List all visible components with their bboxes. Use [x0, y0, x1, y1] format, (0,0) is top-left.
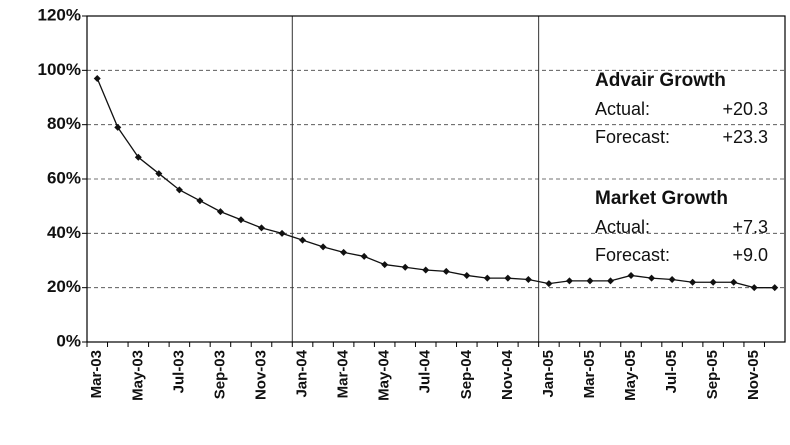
- y-tick-label: 80%: [47, 114, 81, 133]
- marker: [216, 208, 224, 216]
- marker: [483, 274, 491, 282]
- y-tick-label: 20%: [47, 277, 81, 296]
- x-tick-label: Jan-04: [294, 349, 311, 397]
- marker: [319, 243, 327, 251]
- y-tick-label: 120%: [38, 5, 81, 24]
- marker: [730, 278, 738, 286]
- x-tick-label: Nov-04: [499, 349, 516, 400]
- annotation-label: Forecast:: [595, 127, 670, 147]
- y-tick-label: 0%: [56, 331, 81, 350]
- x-tick-label: Sep-03: [211, 350, 228, 399]
- annotation-title: Advair Growth: [595, 70, 726, 91]
- marker: [360, 252, 368, 260]
- marker: [175, 186, 183, 194]
- marker: [627, 271, 635, 279]
- annotation-title: Market Growth: [595, 188, 728, 209]
- y-tick-label: 40%: [47, 223, 81, 242]
- annotation-value: +7.3: [732, 217, 768, 237]
- x-tick-label: Nov-05: [745, 350, 762, 400]
- marker: [750, 284, 758, 292]
- marker: [771, 284, 779, 292]
- marker: [565, 277, 573, 285]
- x-tick-label: Jul-03: [170, 350, 187, 393]
- x-tick-label: Mar-05: [581, 350, 598, 398]
- x-tick-label: Jul-04: [417, 349, 434, 393]
- marker: [299, 236, 307, 244]
- marker: [114, 123, 122, 131]
- marker: [155, 170, 163, 178]
- marker: [401, 263, 409, 271]
- annotation-label: Actual:: [595, 99, 650, 119]
- x-tick-label: May-04: [376, 349, 393, 401]
- marker: [237, 216, 245, 224]
- data-line: [96, 78, 775, 289]
- marker: [648, 274, 656, 282]
- annotation-value: +9.0: [732, 245, 768, 265]
- x-tick-label: May-05: [622, 350, 639, 401]
- x-tick-label: Sep-05: [704, 350, 721, 399]
- plot-frame: [86, 15, 786, 343]
- annotation-label: Actual:: [595, 217, 650, 237]
- marker: [340, 248, 348, 256]
- marker: [545, 280, 553, 288]
- marker: [258, 224, 265, 232]
- marker: [668, 276, 676, 284]
- annotation-label: Forecast:: [595, 245, 670, 265]
- marker: [93, 74, 101, 82]
- marker: [196, 197, 204, 205]
- y-tick-label: 60%: [47, 168, 81, 187]
- marker: [422, 266, 430, 274]
- annotation-value: +20.3: [722, 99, 768, 119]
- x-tick-label: Nov-03: [252, 350, 269, 400]
- x-tick-label: May-03: [129, 350, 146, 401]
- x-tick-label: Mar-04: [335, 349, 352, 398]
- marker: [381, 261, 389, 269]
- marker: [689, 278, 697, 286]
- marker: [442, 267, 450, 275]
- marker: [607, 277, 614, 285]
- x-tick-label: Jul-05: [663, 350, 680, 393]
- marker: [709, 278, 717, 286]
- x-tick-label: Jan-05: [540, 350, 557, 398]
- x-tick-label: Mar-03: [88, 350, 105, 398]
- marker: [463, 271, 471, 279]
- marker: [134, 153, 142, 161]
- marker: [524, 276, 532, 284]
- marker: [504, 274, 512, 282]
- y-tick-label: 100%: [38, 60, 81, 79]
- marker: [586, 277, 594, 285]
- annotation-value: +23.3: [722, 127, 768, 147]
- x-tick-label: Sep-04: [458, 349, 475, 399]
- marker: [278, 229, 286, 237]
